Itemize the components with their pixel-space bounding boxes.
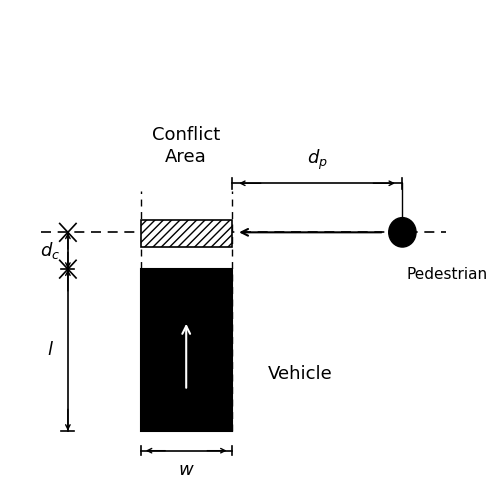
Text: $l$: $l$ xyxy=(47,341,54,359)
Text: $d_p$: $d_p$ xyxy=(306,148,328,173)
Text: Vehicle: Vehicle xyxy=(268,365,333,383)
Circle shape xyxy=(388,218,416,247)
Text: $d_c$: $d_c$ xyxy=(40,240,60,261)
Bar xyxy=(140,269,232,431)
Text: Conflict
Area: Conflict Area xyxy=(152,126,220,166)
Text: Pedestrian: Pedestrian xyxy=(407,266,488,281)
Text: $w$: $w$ xyxy=(178,462,194,480)
Bar xyxy=(140,220,232,247)
